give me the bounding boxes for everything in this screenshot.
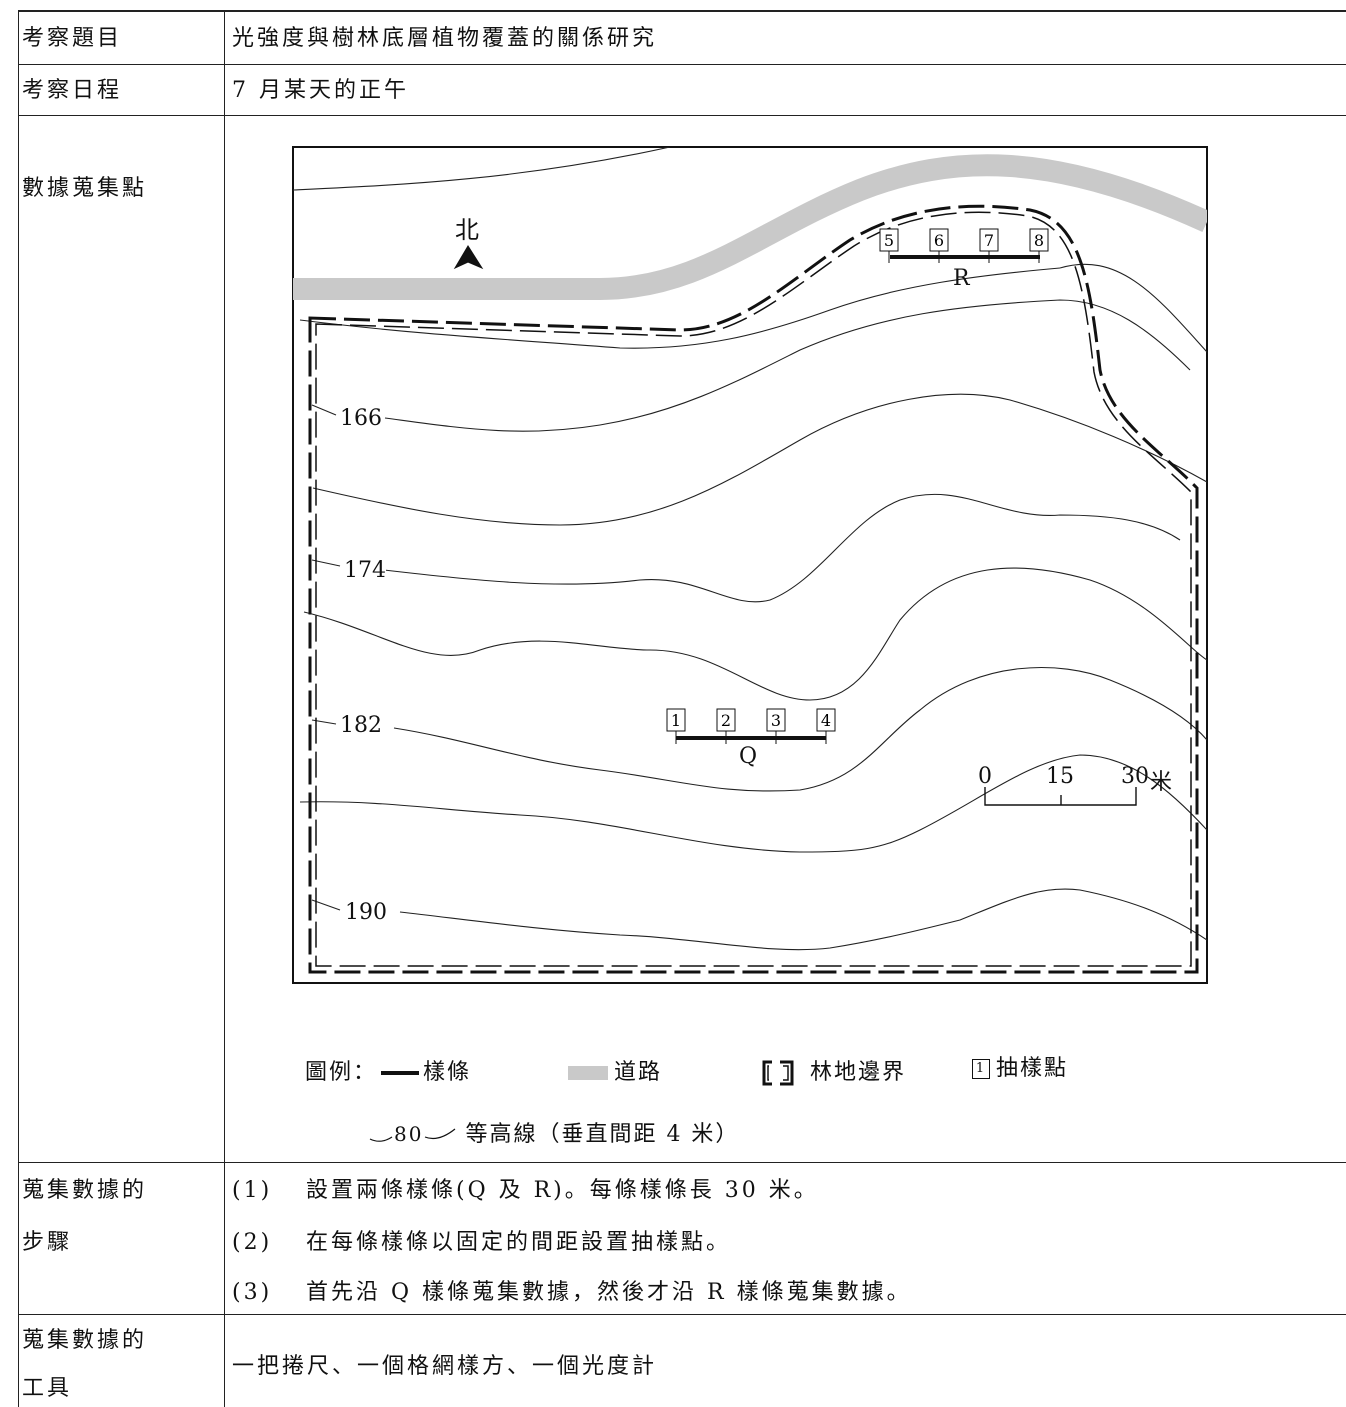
table-row-divider [18, 115, 1346, 116]
road [293, 154, 1207, 300]
transect-label: Q [739, 744, 758, 769]
table-row-divider [18, 64, 1346, 65]
sample-point-label: 5 [884, 231, 894, 250]
sample-point-label: 3 [771, 711, 781, 730]
table-top-border [18, 10, 1346, 12]
step-number: (1) [232, 1178, 273, 1203]
scale-bar [984, 787, 1137, 806]
sample-point-box [1029, 228, 1049, 252]
map-frame [292, 146, 1208, 984]
legend-boundary-swatch [762, 1060, 794, 1086]
contour-line [293, 147, 671, 191]
contour-line [1059, 263, 1207, 353]
legend: 圖例： 樣條 [305, 1062, 471, 1084]
step-text: 首先沿 Q 樣條蒐集數據，然後才沿 R 樣條蒐集數據。 [306, 1280, 912, 1305]
sample-point-label: 7 [984, 231, 994, 250]
legend-sample-point: 1 抽樣點 [972, 1058, 1068, 1080]
sample-point-label: 2 [721, 711, 731, 730]
step-text: 設置兩條樣條(Q 及 R)。每條樣條長 30 米。 [306, 1178, 819, 1203]
legend-contour: 80 等高線（垂直間距 4 米） [368, 1124, 739, 1146]
legend-sample-point-label: 抽樣點 [996, 1056, 1069, 1081]
scale-unit: 米 [1150, 770, 1173, 795]
legend-contour-swatch-left [369, 1136, 393, 1142]
legend-road-label: 道路 [614, 1060, 663, 1085]
scale-tick-label: 30 [1121, 764, 1149, 789]
table-left-border [18, 10, 19, 1407]
contour-label-tick [311, 404, 337, 416]
step-number: (2) [232, 1230, 273, 1255]
legend-road: 道路 [568, 1062, 662, 1084]
scale-tick-label: 15 [1046, 764, 1074, 789]
sample-point-box [879, 228, 899, 252]
contour-label-tick [311, 899, 341, 911]
legend-transect-swatch [381, 1071, 420, 1075]
contour-label-tick [311, 559, 341, 567]
contour-line [399, 888, 1207, 951]
step-text: 在每條樣條以固定的間距設置抽樣點。 [306, 1230, 732, 1255]
north-label: 北 [455, 216, 479, 244]
legend-road-swatch [568, 1066, 608, 1080]
forest-boundary [315, 211, 1192, 967]
legend-transect-label: 樣條 [423, 1060, 472, 1085]
contour-label: 174 [344, 558, 386, 583]
contour-line [384, 299, 1191, 432]
legend-contour-label: 等高線（垂直間距 4 米） [465, 1122, 740, 1147]
legend-boundary-label: 林地邊界 [810, 1060, 907, 1085]
table-row-divider [18, 1162, 1346, 1163]
contour-label-tick [311, 719, 337, 725]
contour-label: 190 [345, 900, 387, 925]
tools-label-line1: 蒐集數據的 [22, 1328, 148, 1353]
sample-point-box [929, 228, 949, 252]
north-arrow-icon [453, 245, 484, 270]
topic-label: 考察題目 [22, 26, 123, 51]
contour-line [383, 493, 1181, 603]
sample-point-label: 8 [1034, 231, 1044, 250]
sample-point-box [716, 708, 736, 732]
contour-label: 166 [340, 406, 382, 431]
contour-label: 182 [340, 713, 382, 738]
step-number: (3) [232, 1280, 273, 1305]
contour-line [312, 393, 1207, 526]
legend-boundary: 林地邊界 [760, 1058, 906, 1088]
steps-label-line1: 蒐集數據的 [22, 1178, 148, 1203]
site-label: 數據蒐集點 [22, 176, 148, 201]
contour-line [393, 666, 1207, 792]
sample-point-box [666, 708, 686, 732]
sample-point-label: 4 [821, 711, 831, 730]
legend-contour-swatch-right [425, 1128, 456, 1140]
sample-point-box [766, 708, 786, 732]
contour-line [299, 267, 1061, 349]
legend-contour-sample-value: 80 [394, 1122, 424, 1146]
sample-point-label: 1 [671, 711, 681, 730]
topic-value: 光強度與樹林底層植物覆蓋的關係研究 [232, 26, 658, 51]
steps-label-line2: 步驟 [22, 1230, 73, 1255]
sample-point-box [979, 228, 999, 252]
legend-sample-point-swatch: 1 [972, 1059, 990, 1079]
tools-label-line2: 工具 [22, 1376, 73, 1401]
date-label: 考察日程 [22, 78, 123, 103]
sample-point-box [816, 708, 836, 732]
table-row-divider [18, 1314, 1346, 1315]
contour-line [303, 567, 1207, 701]
scale-tick-label: 0 [978, 764, 992, 789]
date-value: 7 月某天的正午 [232, 78, 409, 103]
forest-boundary [308, 204, 1199, 974]
tools-value: 一把捲尺、一個格網樣方、一個光度計 [232, 1354, 658, 1379]
legend-prefix: 圖例： [305, 1060, 378, 1085]
table-column-divider [224, 10, 225, 1407]
sample-point-label: 6 [934, 231, 944, 250]
transect-label: R [953, 266, 970, 291]
